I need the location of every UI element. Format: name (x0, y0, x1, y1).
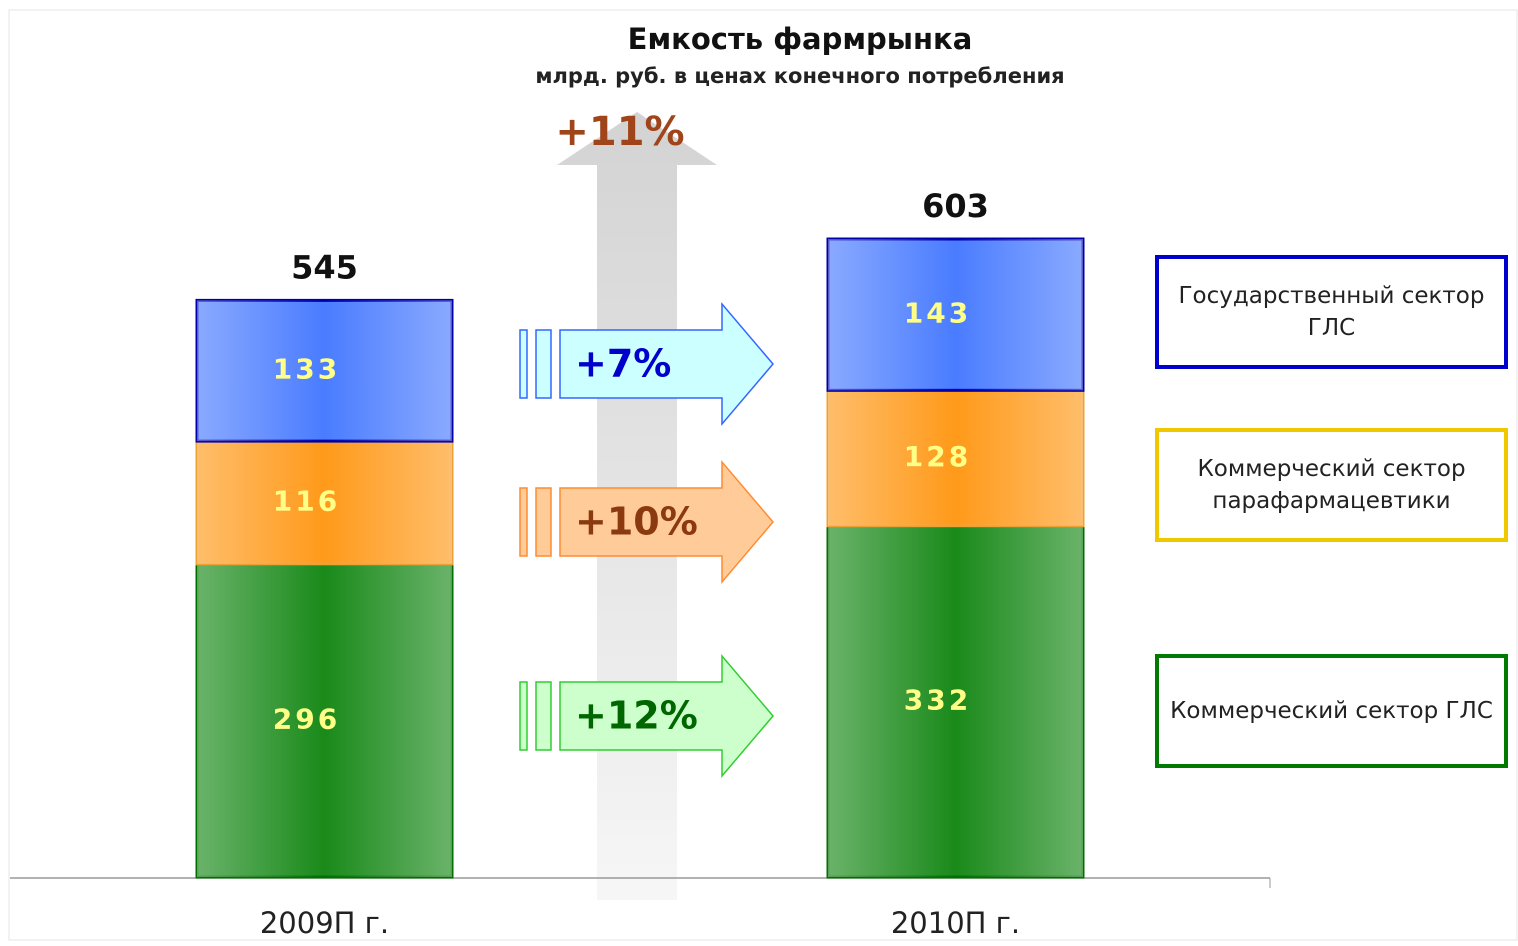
chart-title: Емкость фармрынка (628, 22, 973, 56)
growth-label: +12% (575, 694, 698, 738)
growth-label: +10% (575, 500, 698, 544)
bar-shine (197, 300, 452, 442)
growth-label: +7% (575, 342, 671, 386)
segment-label: 296 (273, 702, 340, 735)
arrow-stripe (519, 681, 528, 751)
x-tick-label: 2009П г. (260, 906, 389, 940)
bar-shine (828, 525, 1083, 877)
total-label: 545 (291, 248, 358, 286)
growth-arrow (559, 301, 774, 427)
total-label: 603 (922, 187, 989, 225)
x-tick-label: 2010П г. (891, 906, 1020, 940)
segment-label: 116 (273, 484, 340, 517)
growth-arrow (559, 653, 774, 779)
arrow-stripe (535, 681, 552, 751)
growth-arrow (559, 459, 774, 585)
legend-entry: Коммерческий сектор ГЛС (1155, 654, 1508, 768)
segment-label: 128 (904, 440, 971, 473)
arrow-stripe (535, 329, 552, 399)
bar-shine (197, 441, 452, 564)
total-growth-label: +11% (555, 109, 684, 155)
legend-entry: Коммерческий сектор парафармацевтики (1155, 428, 1508, 542)
bar-shine (197, 563, 452, 877)
arrow-stripe (519, 329, 528, 399)
arrow-stripe (519, 487, 528, 557)
frame (8, 9, 1518, 941)
segment-label: 143 (904, 297, 971, 330)
bar-shine (828, 390, 1083, 526)
chart-subtitle: млрд. руб. в ценах конечного потребления (535, 64, 1064, 88)
legend-entry: Государственный сектор ГЛС (1155, 255, 1508, 369)
segment-label: 133 (273, 353, 340, 386)
arrow-stripe (535, 487, 552, 557)
bar-shine (828, 239, 1083, 391)
segment-label: 332 (904, 683, 971, 716)
